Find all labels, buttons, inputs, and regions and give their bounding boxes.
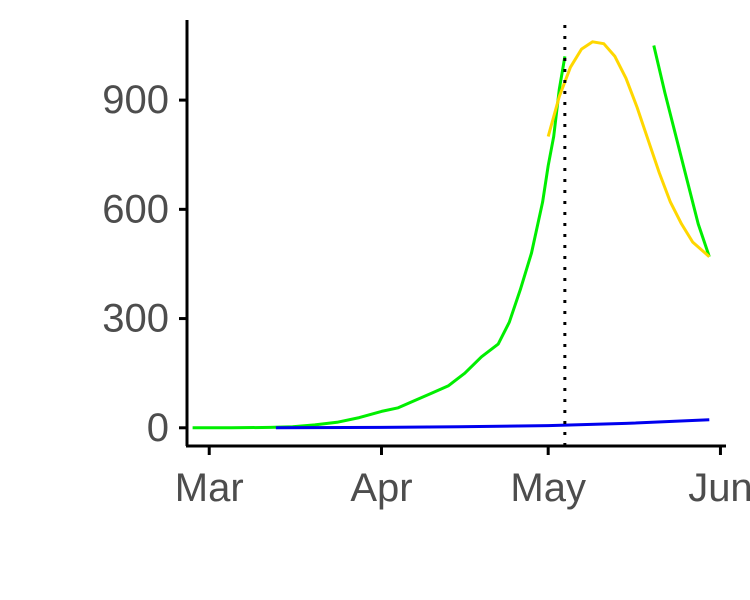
y-axis-ticks: 0 300 600 900 [102,78,187,450]
y-tick-label: 600 [102,187,169,231]
y-tick-label: 900 [102,78,169,122]
series-line-3 [546,40,711,258]
x-tick-label: Mar [175,466,244,510]
series-line-4 [275,418,710,430]
series-line-2 [652,45,711,258]
x-axis-ticks: Mar Apr May Jun [175,446,750,510]
series-layer [192,40,711,430]
y-tick-label: 0 [147,406,169,450]
x-tick-label: May [510,466,586,510]
x-tick-label: Jun [688,466,750,510]
series-line-1 [192,56,567,430]
x-tick-label: Apr [350,466,412,510]
y-tick-label: 300 [102,297,169,341]
